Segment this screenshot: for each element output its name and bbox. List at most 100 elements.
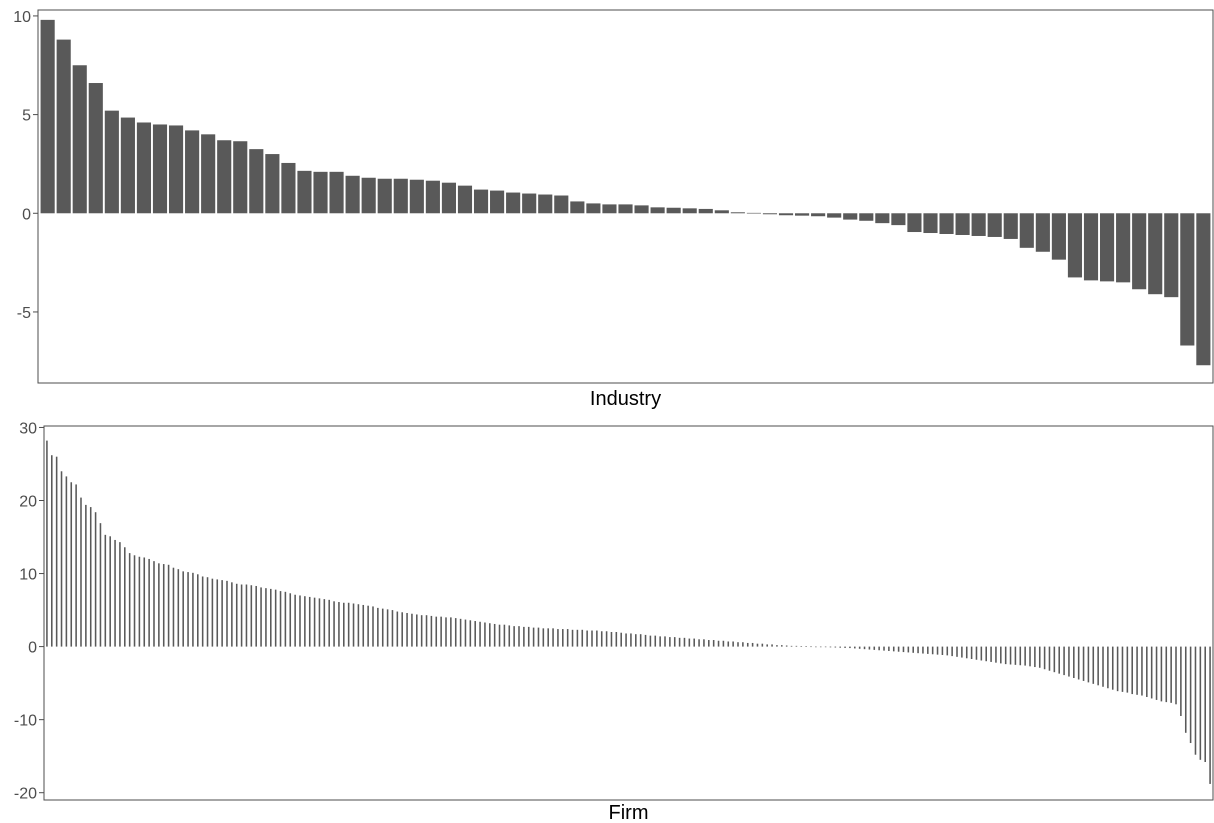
firm-y-tick-label: 0 [28,640,37,657]
firm-bar [138,556,141,647]
firm-bar [1019,646,1022,666]
firm-bar [586,630,588,647]
firm-bar [46,440,48,647]
firm-bar [1199,646,1202,760]
firm-bar [1107,646,1109,689]
firm-bar [1038,646,1041,668]
firm-bar [1116,646,1119,692]
firm-bar [416,614,418,647]
firm-bar [1126,646,1129,693]
industry-bar [1067,213,1083,278]
firm-bar [727,641,730,647]
industry-bar [281,162,296,214]
industry-bar [409,179,424,214]
firm-bar [518,626,520,647]
firm-bar [1165,646,1168,703]
industry-bar [1164,213,1179,298]
industry-y-tick-label: 0 [22,206,31,223]
firm-bar [771,644,773,647]
firm-bar [201,576,204,647]
industry-bar [1035,213,1050,252]
firm-bar [513,626,515,647]
industry-bar [939,213,954,234]
firm-bar [1043,646,1046,670]
firm-bar [274,589,277,647]
firm-bar [1150,646,1153,699]
firm-bar [187,572,189,647]
firm-bar [367,605,369,647]
firm-bar [51,455,53,647]
firm-bar [1141,646,1143,696]
firm-bar [819,646,822,648]
firm-bar [902,646,905,653]
firm-bar [824,646,827,648]
industry-bar [955,213,970,235]
firm-bar [644,634,647,647]
industry-bar [538,194,553,214]
firm-bar [1102,646,1104,687]
firm-bar [454,618,457,647]
firm-bar [469,620,472,647]
firm-bar [386,609,389,647]
firm-bar [109,536,111,647]
firm-bar [255,585,257,647]
industry-bar [490,190,505,214]
industry-x-axis-label: Industry [590,388,661,410]
firm-bar [683,637,686,647]
firm-bar [532,627,535,647]
firm-bar [172,567,175,647]
firm-bar [357,604,360,647]
industry-bar [265,154,280,214]
firm-bar [907,646,910,653]
firm-bar [888,646,890,651]
firm-bar [420,615,423,647]
firm-bar [304,596,306,647]
firm-bar [781,645,783,647]
firm-bar [89,507,92,647]
firm-bar [1184,646,1187,733]
industry-bar [1099,213,1115,282]
firm-bar [1063,646,1065,676]
firm-bar [931,646,934,655]
firm-bar [99,523,102,647]
firm-bar [114,539,116,647]
industry-bar [634,205,649,214]
firm-bar [810,646,812,648]
firm-bar [323,599,326,647]
firm-bar [396,611,399,647]
firm-bar [990,646,992,662]
industry-bar [393,178,408,214]
firm-bar [1014,646,1017,665]
firm-bar [372,606,374,647]
firm-bar [75,484,77,647]
firm-bar [1053,646,1056,673]
industry-bar [843,213,858,220]
firm-bar [479,621,481,647]
firm-bar [527,626,530,647]
firm-bar [761,643,764,647]
industry-bar [811,213,826,217]
industry-bar [72,65,87,214]
firm-bar [464,619,467,647]
firm-bar [722,640,725,647]
firm-bar [508,625,511,647]
firm-bar [576,629,579,647]
industry-bar [907,213,922,233]
firm-bar [868,646,871,650]
firm-bar [717,640,720,647]
firm-bar [961,646,963,658]
firm-y-tick-label: 20 [19,494,37,511]
firm-bar [406,613,408,647]
firm-bar [917,646,919,654]
firm-bar [620,632,622,647]
firm-bar [60,471,63,647]
firm-bar [698,639,700,647]
firm-bar [766,644,768,647]
firm-bar [299,595,301,647]
firm-bar [523,626,525,647]
firm-bar [362,604,365,647]
firm-bar [1204,646,1206,763]
firm-bar [133,555,136,647]
industry-bar [1180,213,1195,346]
firm-bar [829,646,832,648]
